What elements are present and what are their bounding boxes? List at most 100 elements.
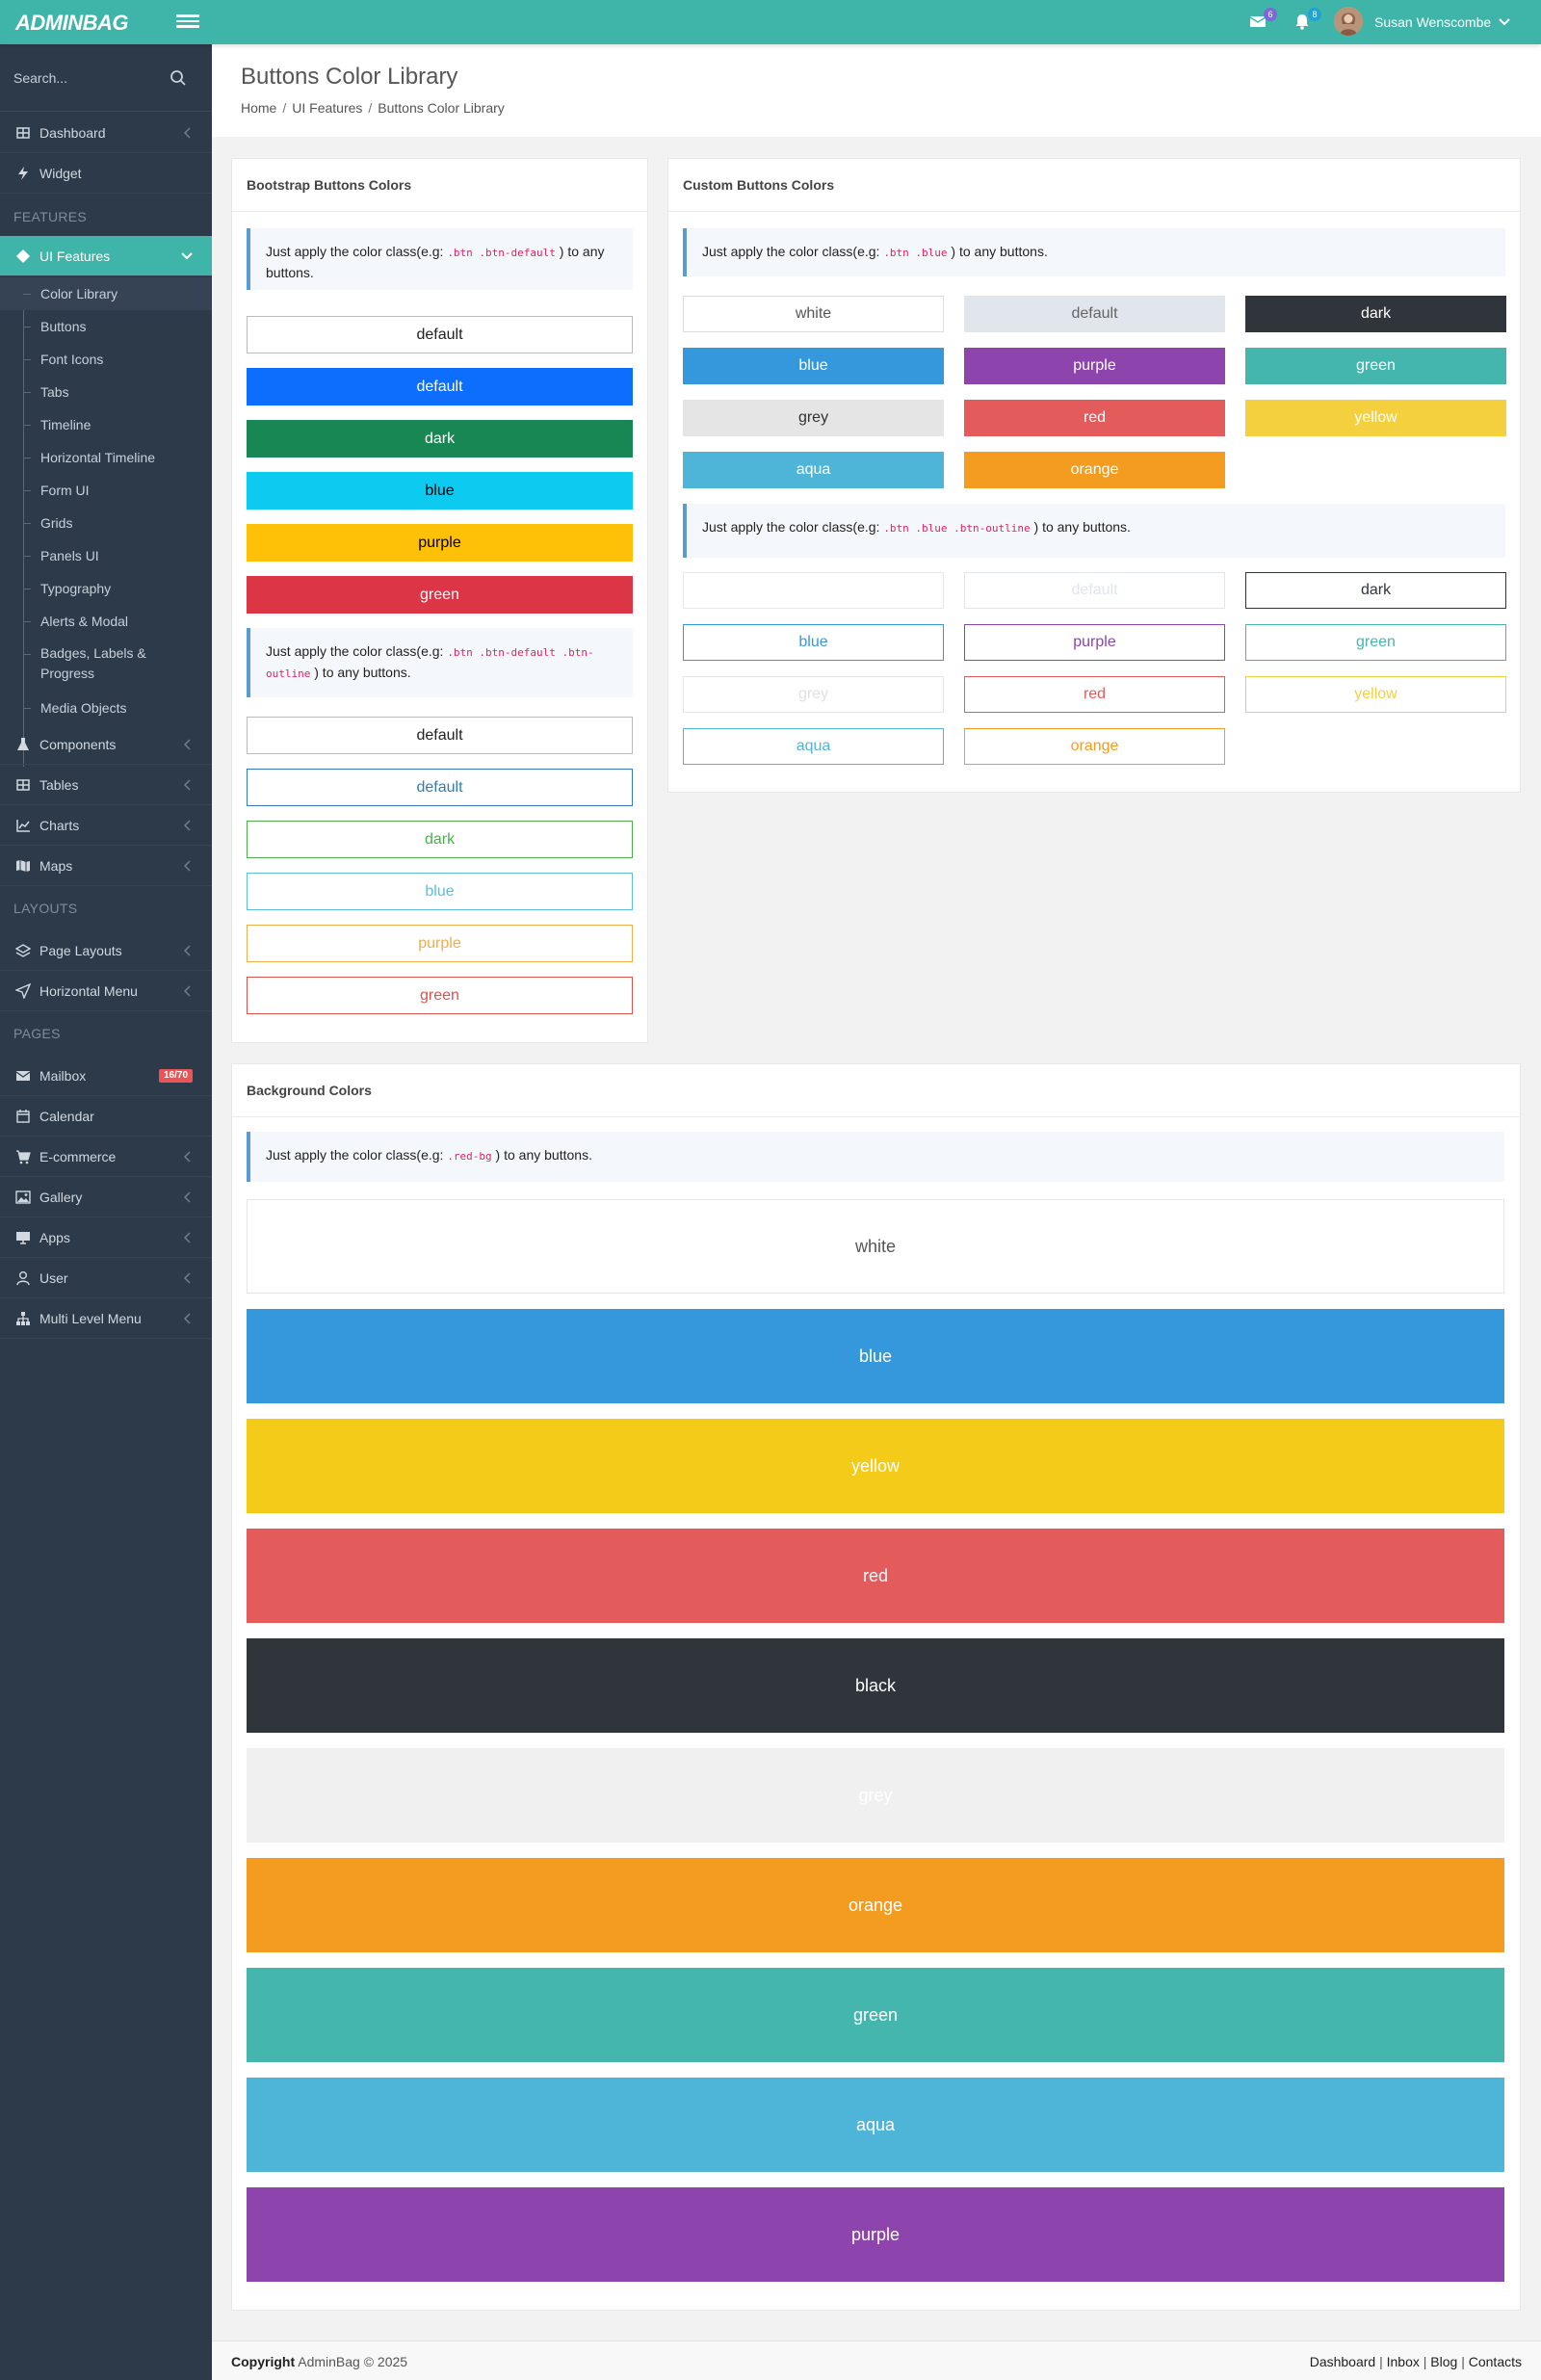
sidebar-item-ui-features[interactable]: UI Features xyxy=(0,236,212,276)
sidebar-item-dashboard[interactable]: Dashboard xyxy=(0,113,212,153)
outline-button-grey[interactable]: grey xyxy=(683,676,944,713)
bell-icon[interactable]: 8 xyxy=(1293,8,1321,33)
sidebar-item-user[interactable]: User xyxy=(0,1258,212,1298)
outline-button-default[interactable]: default xyxy=(247,769,633,806)
sidebar-item-gallery[interactable]: Gallery xyxy=(0,1177,212,1217)
bg-block-blue: blue xyxy=(247,1309,1504,1403)
chevron-left-icon xyxy=(183,127,191,139)
sidebar-subitem-panels-ui[interactable]: Panels UI xyxy=(0,539,212,572)
sidebar-item-label: UI Features xyxy=(39,248,111,264)
logo[interactable]: ADMINBAG xyxy=(15,11,129,35)
sidebar-subitem-badges[interactable]: Badges, Labels & Progress xyxy=(0,638,212,681)
button-grey[interactable]: grey xyxy=(683,400,944,436)
bg-block-green: green xyxy=(247,1968,1504,2062)
button-red[interactable]: red xyxy=(964,400,1225,436)
button-green[interactable]: green xyxy=(247,576,633,614)
outline-button-blue[interactable]: blue xyxy=(683,624,944,661)
outline-button-blank[interactable] xyxy=(683,572,944,609)
button-green[interactable]: green xyxy=(1245,348,1506,384)
outline-button-default[interactable]: default xyxy=(964,572,1225,609)
sidebar-item-widget[interactable]: Widget xyxy=(0,153,212,194)
sidebar-subitem-typography[interactable]: Typography xyxy=(0,572,212,605)
search-icon[interactable] xyxy=(170,69,187,87)
sidebar-item-apps[interactable]: Apps xyxy=(0,1217,212,1258)
outline-button-green[interactable]: green xyxy=(1245,624,1506,661)
button-default[interactable]: default xyxy=(964,296,1225,332)
footer-link-dashboard[interactable]: Dashboard xyxy=(1309,2354,1376,2369)
sidebar-item-maps[interactable]: Maps xyxy=(0,846,212,886)
sidebar-item-page-layouts[interactable]: Page Layouts xyxy=(0,930,212,971)
outline-button-purple[interactable]: purple xyxy=(247,925,633,962)
outline-button-dark[interactable]: dark xyxy=(1245,572,1506,609)
sidebar-subitem-horizontal-timeline[interactable]: Horizontal Timeline xyxy=(0,441,212,474)
sidebar-item-multi-level-menu[interactable]: Multi Level Menu xyxy=(0,1298,212,1339)
button-default[interactable]: default xyxy=(247,368,633,405)
section-heading-pages: PAGES xyxy=(13,1026,61,1041)
custom-buttons-card: Custom Buttons Colors Just apply the col… xyxy=(667,158,1521,793)
hamburger-menu-icon[interactable] xyxy=(176,12,199,33)
button-purple[interactable]: purple xyxy=(964,348,1225,384)
sidebar-subitem-buttons[interactable]: Buttons xyxy=(0,310,212,343)
outline-button-orange[interactable]: orange xyxy=(964,728,1225,765)
sidebar-subitem-color-library[interactable]: Color Library xyxy=(0,277,212,310)
button-orange[interactable]: orange xyxy=(964,452,1225,488)
avatar[interactable] xyxy=(1334,7,1363,36)
button-purple[interactable]: purple xyxy=(247,524,633,562)
button-blue[interactable]: blue xyxy=(683,348,944,384)
section-heading-features: FEATURES xyxy=(13,209,88,224)
search-input[interactable] xyxy=(13,67,168,89)
user-name[interactable]: Susan Wenscombe xyxy=(1374,14,1492,30)
sidebar-item-e-commerce[interactable]: E-commerce xyxy=(0,1137,212,1177)
outline-button-green[interactable]: green xyxy=(247,977,633,1014)
button-dark[interactable]: dark xyxy=(1245,296,1506,332)
sidebar-subitem-timeline[interactable]: Timeline xyxy=(0,408,212,441)
outline-button-dark[interactable]: dark xyxy=(247,821,633,858)
outline-button-purple[interactable]: purple xyxy=(964,624,1225,661)
footer-link-contacts[interactable]: Contacts xyxy=(1468,2354,1522,2369)
breadcrumb-home[interactable]: Home xyxy=(241,100,277,116)
mail-icon[interactable]: 6 xyxy=(1248,8,1277,33)
breadcrumb-ui-features[interactable]: UI Features xyxy=(292,100,363,116)
button-blue[interactable]: blue xyxy=(247,472,633,510)
chevron-down-icon[interactable] xyxy=(1498,15,1511,29)
sidebar-item-charts[interactable]: Charts xyxy=(0,805,212,846)
button-yellow[interactable]: yellow xyxy=(1245,400,1506,436)
info-note: Just apply the color class(e.g: .btn .bl… xyxy=(683,228,1505,276)
outline-button-default[interactable]: default xyxy=(247,717,633,754)
bg-block-orange: orange xyxy=(247,1858,1504,1952)
button-white[interactable]: white xyxy=(683,296,944,332)
bg-block-red: red xyxy=(247,1529,1504,1623)
chevron-down-icon xyxy=(181,252,193,260)
outline-button-yellow[interactable]: yellow xyxy=(1245,676,1506,713)
button-default[interactable]: default xyxy=(247,316,633,353)
sidebar-item-mailbox[interactable]: Mailbox 16/70 xyxy=(0,1056,212,1096)
page-title: Buttons Color Library xyxy=(241,64,458,90)
cart-icon xyxy=(16,1150,31,1164)
sidebar-subitem-tabs[interactable]: Tabs xyxy=(0,376,212,408)
button-dark[interactable]: dark xyxy=(247,420,633,458)
diamond-icon xyxy=(16,249,30,263)
envelope-icon xyxy=(15,1071,31,1081)
outline-button-red[interactable]: red xyxy=(964,676,1225,713)
footer-link-inbox[interactable]: Inbox xyxy=(1386,2354,1420,2369)
page-header: Buttons Color Library Home / UI Features / B… xyxy=(212,44,1541,137)
layers-icon xyxy=(15,944,31,957)
outline-button-aqua[interactable]: aqua xyxy=(683,728,944,765)
outline-button-blue[interactable]: blue xyxy=(247,873,633,910)
card-title: Custom Buttons Colors xyxy=(668,159,1520,212)
sidebar-subitem-alerts-modal[interactable]: Alerts & Modal xyxy=(0,605,212,638)
sidebar-item-calendar[interactable]: Calendar xyxy=(0,1096,212,1137)
sidebar-item-tables[interactable]: Tables xyxy=(0,765,212,805)
chevron-left-icon xyxy=(183,739,191,750)
bg-block-yellow: yellow xyxy=(247,1419,1504,1513)
chevron-left-icon xyxy=(183,820,191,831)
footer-link-blog[interactable]: Blog xyxy=(1430,2354,1458,2369)
sidebar-subitem-font-icons[interactable]: Font Icons xyxy=(0,343,212,376)
sidebar-subitem-grids[interactable]: Grids xyxy=(0,507,212,539)
sidebar-item-horizontal-menu[interactable]: Horizontal Menu xyxy=(0,971,212,1011)
sidebar-item-components[interactable]: Components xyxy=(0,724,212,765)
sidebar-subitem-media-objects[interactable]: Media Objects xyxy=(0,692,212,724)
info-note: Just apply the color class(e.g: .btn .bt… xyxy=(247,628,633,697)
button-aqua[interactable]: aqua xyxy=(683,452,944,488)
sidebar-subitem-form-ui[interactable]: Form UI xyxy=(0,474,212,507)
